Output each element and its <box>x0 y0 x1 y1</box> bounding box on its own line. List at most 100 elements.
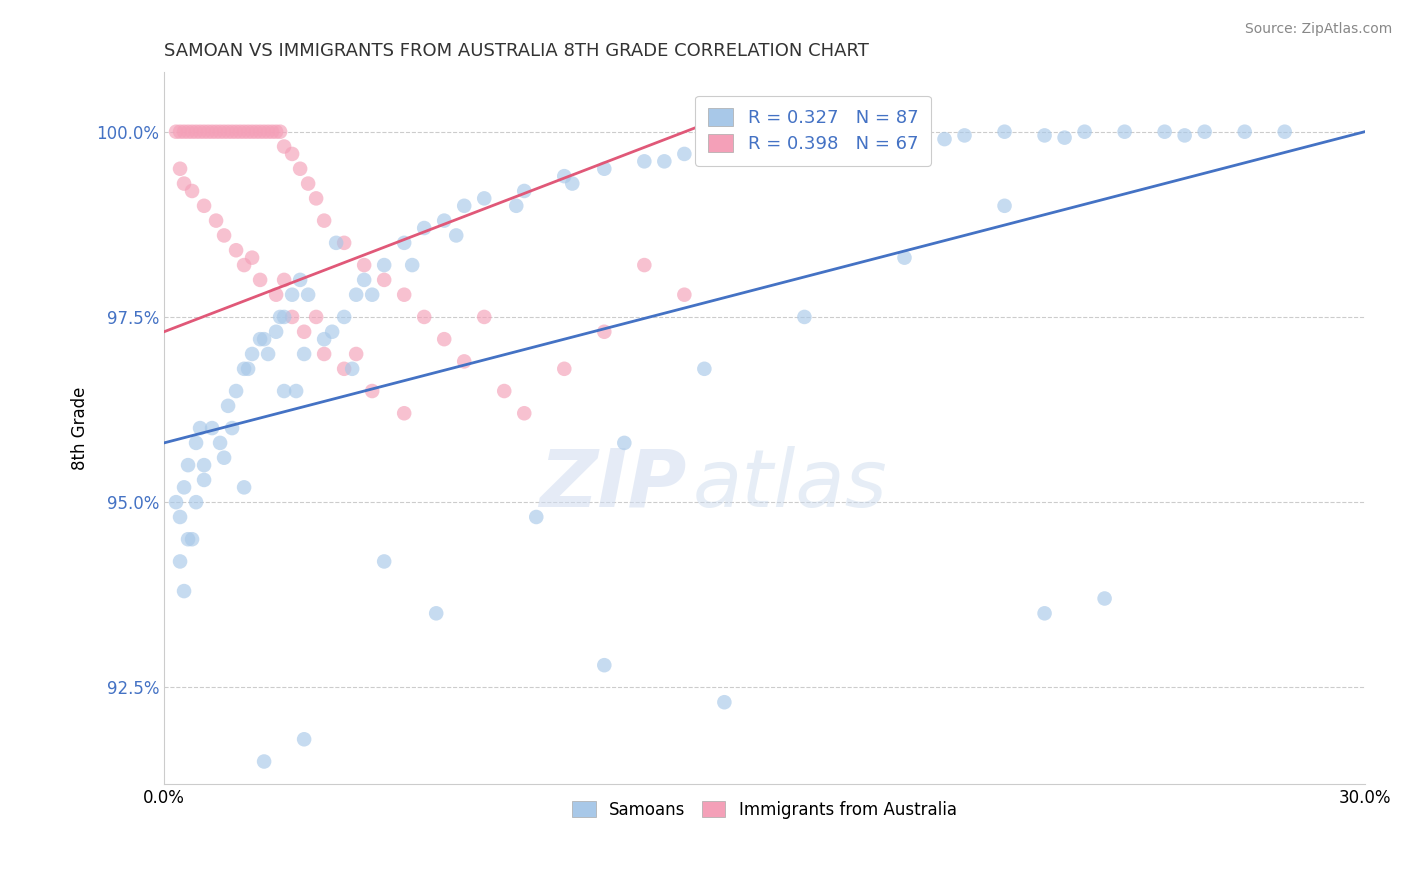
Point <box>314 213 336 227</box>
Point <box>305 191 328 205</box>
Point <box>273 384 295 398</box>
Point <box>1153 125 1175 139</box>
Point <box>233 125 256 139</box>
Point <box>513 406 536 420</box>
Point <box>561 177 583 191</box>
Point <box>373 273 395 287</box>
Point <box>361 384 384 398</box>
Point <box>201 421 224 435</box>
Point <box>373 258 395 272</box>
Point <box>264 287 287 301</box>
Point <box>793 132 815 146</box>
Point <box>288 273 311 287</box>
Point <box>1194 125 1216 139</box>
Point <box>177 533 200 547</box>
Point <box>553 169 575 183</box>
Point <box>292 325 315 339</box>
Text: atlas: atlas <box>692 446 887 524</box>
Point <box>177 125 200 139</box>
Point <box>524 510 547 524</box>
Point <box>225 125 247 139</box>
Point <box>321 325 343 339</box>
Point <box>193 473 215 487</box>
Text: SAMOAN VS IMMIGRANTS FROM AUSTRALIA 8TH GRADE CORRELATION CHART: SAMOAN VS IMMIGRANTS FROM AUSTRALIA 8TH … <box>165 42 869 60</box>
Point <box>401 258 423 272</box>
Point <box>433 213 456 227</box>
Point <box>281 147 304 161</box>
Point <box>169 554 191 568</box>
Point <box>253 332 276 346</box>
Point <box>453 354 475 368</box>
Point <box>233 258 256 272</box>
Point <box>273 139 295 153</box>
Point <box>173 125 195 139</box>
Point <box>233 361 256 376</box>
Point <box>340 361 363 376</box>
Point <box>1114 125 1136 139</box>
Point <box>993 125 1015 139</box>
Point <box>392 287 415 301</box>
Point <box>1174 128 1197 143</box>
Point <box>834 136 856 150</box>
Point <box>205 213 228 227</box>
Point <box>673 287 696 301</box>
Point <box>288 161 311 176</box>
Point <box>188 421 211 435</box>
Point <box>494 384 516 398</box>
Point <box>236 361 259 376</box>
Point <box>212 450 235 465</box>
Point <box>314 347 336 361</box>
Point <box>245 125 267 139</box>
Point <box>240 251 263 265</box>
Legend: Samoans, Immigrants from Australia: Samoans, Immigrants from Australia <box>565 794 963 825</box>
Point <box>249 125 271 139</box>
Point <box>633 154 655 169</box>
Point <box>613 436 636 450</box>
Y-axis label: 8th Grade: 8th Grade <box>72 386 89 470</box>
Point <box>281 287 304 301</box>
Point <box>169 161 191 176</box>
Point <box>173 480 195 494</box>
Point <box>253 755 276 769</box>
Point <box>184 125 207 139</box>
Point <box>361 287 384 301</box>
Point <box>225 384 247 398</box>
Point <box>221 125 243 139</box>
Point <box>344 287 367 301</box>
Point <box>593 325 616 339</box>
Point <box>181 184 204 198</box>
Point <box>1233 125 1256 139</box>
Point <box>173 584 195 599</box>
Point <box>673 147 696 161</box>
Point <box>169 125 191 139</box>
Point <box>197 125 219 139</box>
Point <box>229 125 252 139</box>
Point <box>240 347 263 361</box>
Point <box>212 125 235 139</box>
Point <box>264 325 287 339</box>
Point <box>217 125 239 139</box>
Point <box>262 125 284 139</box>
Point <box>373 554 395 568</box>
Point <box>333 361 356 376</box>
Point <box>177 458 200 472</box>
Point <box>1073 125 1095 139</box>
Point <box>934 132 956 146</box>
Point <box>233 480 256 494</box>
Point <box>505 199 527 213</box>
Point <box>472 310 495 324</box>
Point <box>325 235 347 250</box>
Point <box>392 406 415 420</box>
Point <box>953 128 976 143</box>
Point <box>733 147 755 161</box>
Point <box>225 244 247 258</box>
Point <box>553 361 575 376</box>
Point <box>221 421 243 435</box>
Point <box>593 161 616 176</box>
Point <box>273 310 295 324</box>
Point <box>257 125 280 139</box>
Point <box>257 347 280 361</box>
Point <box>314 332 336 346</box>
Point <box>1094 591 1116 606</box>
Point <box>413 221 436 235</box>
